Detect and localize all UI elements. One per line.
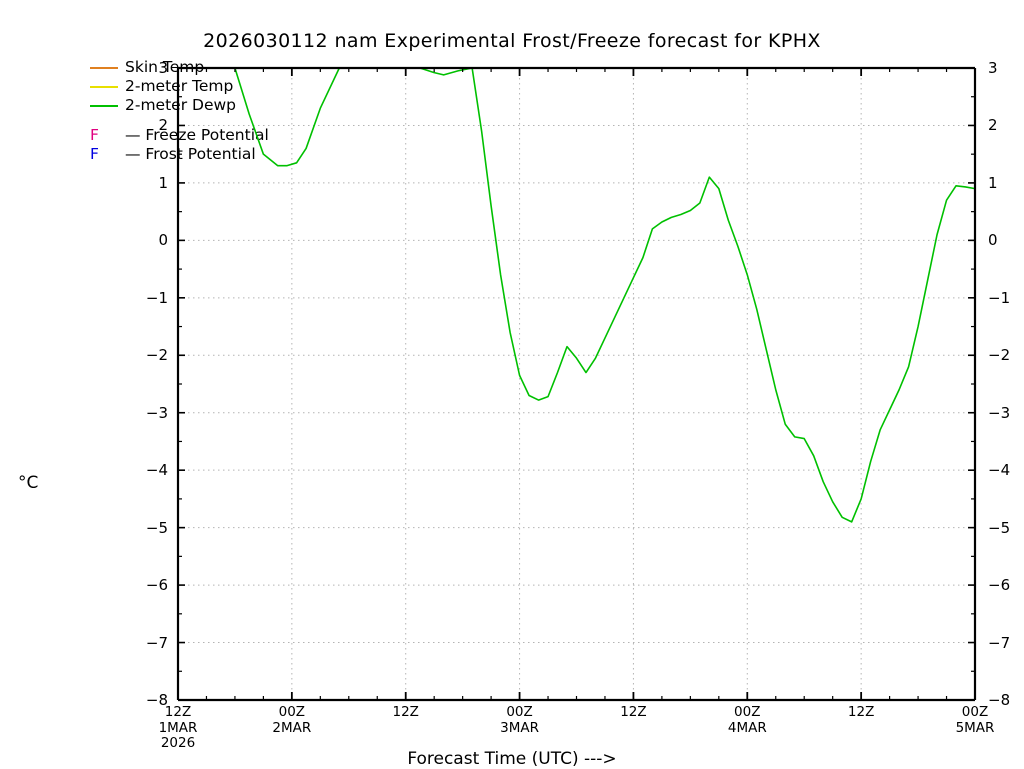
page-title: 2026030112 nam Experimental Frost/Freeze… [203, 30, 821, 52]
legend-item-frost-potential: F — Frost Potential [90, 145, 269, 164]
x-tick-label: 12Z 1MAR 2026 [158, 704, 198, 752]
x-tick-date: 1MAR [158, 719, 198, 736]
legend-item-freeze-potential: F — Freeze Potential [90, 126, 269, 145]
legend-swatch-2m-dewp [90, 104, 118, 107]
chart-legend: Skin Temp 2-meter Temp 2-meter Dewp F — … [90, 58, 269, 164]
y-tick-label-right: 3 [988, 59, 998, 77]
y-tick-label-left: −6 [145, 576, 168, 595]
y-tick-label-right: −1 [988, 288, 1011, 307]
x-tick-label: 12Z [392, 704, 419, 721]
y-tick-label-right: 2 [988, 116, 998, 135]
y-tick-label-left: −8 [145, 691, 168, 709]
y-tick-label-right: −8 [988, 691, 1011, 709]
x-tick-time: 12Z [164, 704, 192, 720]
x-tick-time: 12Z [392, 704, 419, 720]
legend-label-2m-temp: 2-meter Temp [125, 77, 234, 95]
x-tick-time: 12Z [847, 704, 875, 720]
x-tick-time: 00Z [506, 704, 533, 720]
y-tick-label-left: 3 [158, 59, 168, 77]
x-tick-date: 5MAR [955, 719, 995, 736]
x-tick-label: 12Z [620, 704, 647, 721]
x-tick-label: 00Z 2MAR [272, 704, 312, 736]
x-tick-date: 3MAR [500, 719, 539, 736]
legend-label-frost-potential: — Frost Potential [125, 145, 256, 163]
y-axis-ticks-right: 3 2 1 0 −1 −2 −3 −4 −5 −6 −7 −8 [988, 0, 1024, 768]
y-tick-label-left: 0 [158, 231, 168, 250]
x-tick-date: 4MAR [727, 719, 767, 736]
x-tick-date: 2MAR [272, 719, 312, 736]
freeze-marker-glyph: F [90, 126, 99, 144]
y-tick-label-right: −7 [988, 633, 1011, 652]
frost-marker-glyph: F [90, 145, 99, 163]
x-tick-label: 00Z 4MAR [727, 704, 767, 736]
x-axis-label: Forecast Time (UTC) ---> [407, 749, 617, 769]
x-tick-year: 2026 [160, 735, 196, 751]
y-tick-label-left: −2 [145, 346, 168, 365]
legend-label-2m-dewp: 2-meter Dewp [125, 96, 236, 114]
y-tick-label-right: −2 [988, 346, 1011, 365]
y-tick-label-right: −5 [988, 518, 1011, 537]
x-tick-time: 00Z [278, 704, 306, 720]
legend-item-skin-temp: Skin Temp [90, 58, 269, 77]
x-tick-time: 00Z [734, 704, 761, 720]
x-tick-label: 00Z 5MAR [955, 704, 995, 736]
y-tick-label-left: −4 [145, 461, 168, 480]
y-tick-label-left: 1 [158, 173, 168, 192]
series-line-2-meter-dewp [234, 67, 976, 523]
legend-label-skin-temp: Skin Temp [125, 58, 205, 76]
legend-swatch-skin-temp [90, 66, 118, 69]
y-axis-label: °C [18, 473, 39, 493]
x-tick-label: 12Z [847, 704, 875, 721]
y-tick-label-right: −4 [988, 461, 1011, 480]
y-axis-ticks-left: 3 2 1 0 −1 −2 −3 −4 −5 −6 −7 −8 [120, 0, 168, 768]
y-tick-label-right: 1 [988, 173, 998, 192]
legend-label-freeze-potential: — Freeze Potential [125, 126, 269, 144]
y-tick-label-right: 0 [988, 231, 998, 250]
y-tick-label-left: −1 [145, 288, 168, 307]
legend-item-2m-dewp: 2-meter Dewp [90, 96, 269, 115]
x-tick-label: 00Z 3MAR [500, 704, 539, 736]
x-tick-time: 12Z [620, 704, 647, 720]
y-tick-label-left: 2 [158, 116, 168, 135]
y-tick-label-left: −7 [145, 633, 168, 652]
y-tick-label-right: −3 [988, 403, 1011, 422]
y-tick-label-left: −3 [145, 403, 168, 422]
legend-swatch-2m-temp [90, 85, 118, 88]
y-tick-label-right: −6 [988, 576, 1011, 595]
legend-item-2m-temp: 2-meter Temp [90, 77, 269, 96]
y-tick-label-left: −5 [145, 518, 168, 537]
x-tick-time: 00Z [961, 704, 989, 720]
